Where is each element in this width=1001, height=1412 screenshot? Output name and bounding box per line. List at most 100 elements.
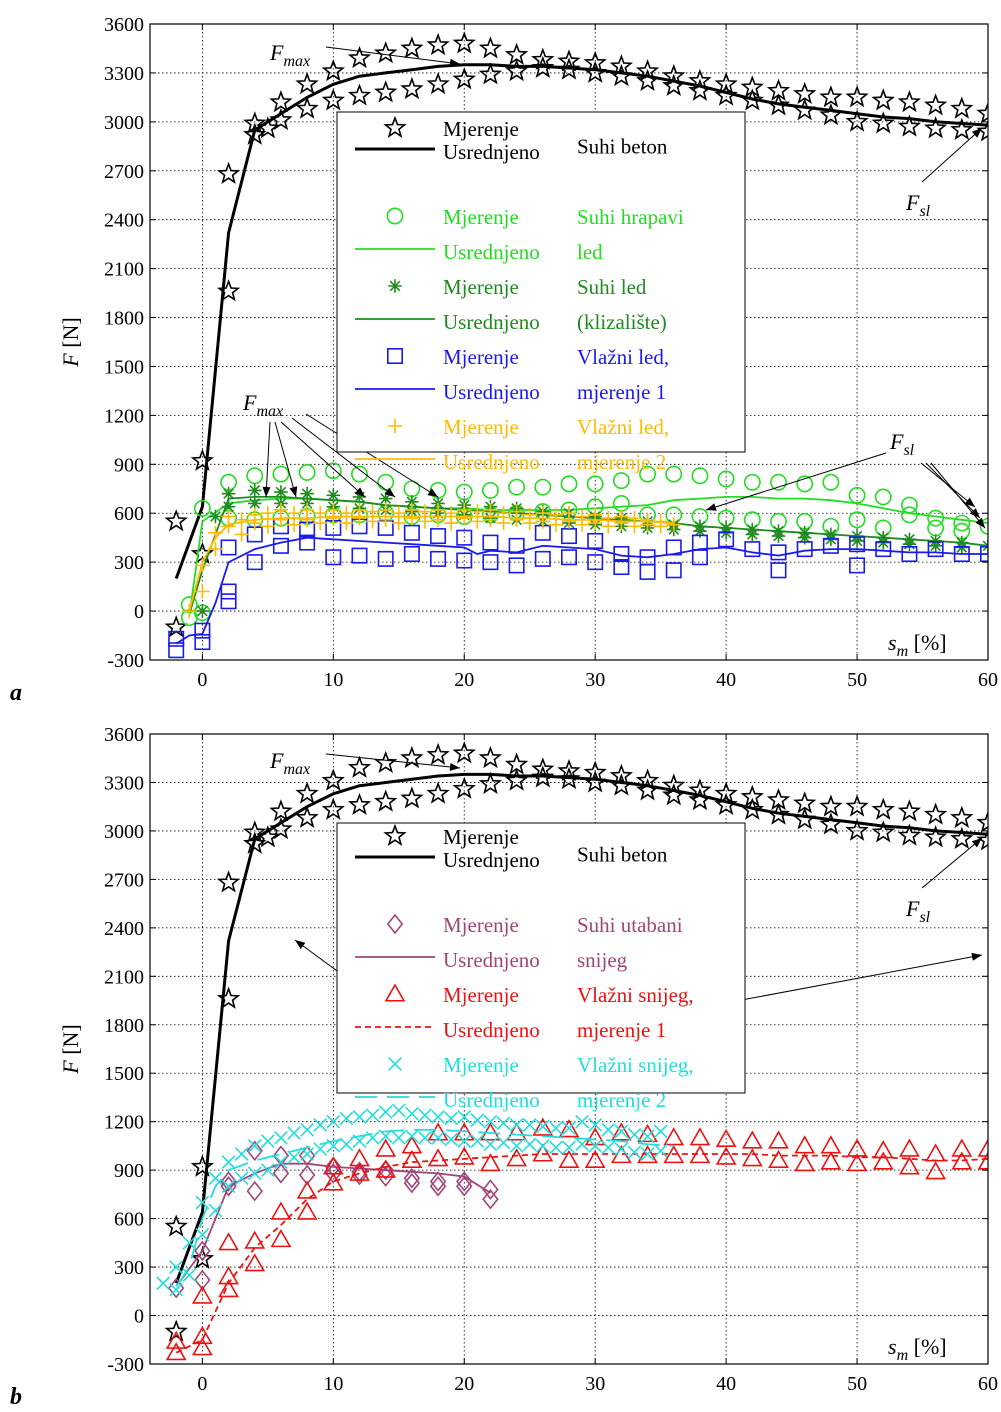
annotation-arrowhead [449, 763, 460, 771]
data-point [326, 488, 341, 503]
data-point [950, 117, 974, 140]
data-point [496, 1116, 511, 1131]
data-point [243, 111, 267, 134]
data-point [272, 1163, 290, 1184]
x-tick-label: 40 [716, 1373, 736, 1395]
annotation-label: Fmax [242, 390, 283, 420]
data-point [426, 742, 450, 765]
legend-surface-label: Suhi hrapavi [577, 205, 684, 229]
data-point [191, 1285, 213, 1304]
data-point [444, 1111, 459, 1126]
data-point [457, 1109, 472, 1124]
data-point [663, 1145, 685, 1164]
data-point [612, 472, 630, 490]
data-point [400, 786, 424, 809]
legend-marker [386, 207, 404, 225]
data-point [400, 745, 424, 769]
data-point [351, 547, 368, 564]
data-point [195, 604, 210, 618]
y-tick-label: 3000 [104, 821, 144, 843]
data-point [609, 54, 634, 77]
annotation-arrowhead [706, 503, 717, 511]
y-axis-label: F [N] [58, 317, 83, 368]
data-point [313, 1118, 328, 1132]
data-point [797, 530, 812, 545]
data-point [195, 1195, 210, 1210]
data-point [300, 486, 314, 501]
data-point [248, 483, 262, 498]
y-tick-label: 1200 [104, 405, 144, 427]
annotation-arrow [280, 421, 366, 498]
data-point [534, 478, 552, 496]
data-point [456, 552, 473, 569]
data-point [794, 1135, 816, 1154]
data-point [768, 1149, 789, 1169]
data-point [352, 1109, 367, 1124]
data-point [453, 1146, 475, 1165]
data-point [400, 76, 424, 100]
x-tick-label: 30 [585, 1373, 605, 1395]
data-point [274, 1155, 288, 1169]
data-point [609, 773, 634, 796]
data-point [874, 488, 892, 506]
data-point [640, 1147, 655, 1161]
data-point [269, 90, 293, 113]
data-point [871, 111, 895, 134]
data-point [339, 1111, 354, 1126]
legend-marker [383, 823, 407, 846]
data-point [194, 634, 211, 651]
data-point [665, 562, 682, 579]
data-point [531, 55, 555, 78]
annotation-arrowhead [971, 838, 982, 848]
data-point [522, 1118, 537, 1132]
data-point [365, 504, 380, 519]
data-point [663, 1127, 685, 1146]
legend-measure-label: Mjerenje [443, 983, 519, 1007]
data-point [244, 1253, 266, 1272]
data-point [561, 506, 577, 521]
data-point [900, 496, 918, 514]
data-point [845, 818, 869, 841]
data-point [637, 1145, 658, 1164]
legend-measure-label: Mjerenje [443, 117, 519, 141]
data-point [243, 122, 267, 145]
legend-average-label: Usrednjeno [443, 1018, 540, 1042]
data-point [405, 1129, 419, 1144]
data-point [819, 812, 843, 835]
data-point [313, 506, 328, 521]
data-point [444, 1132, 459, 1147]
data-point [770, 473, 787, 491]
series-line [175, 536, 988, 645]
data-point [549, 1121, 563, 1136]
chart-panel-a: -300030060090012001500180021002400270030… [10, 14, 998, 706]
data-point [976, 810, 988, 833]
annotation-arrowhead [427, 488, 438, 497]
data-point [377, 1166, 394, 1187]
data-point [950, 826, 974, 849]
data-point [218, 1232, 239, 1251]
data-point [635, 68, 660, 92]
data-point [478, 745, 503, 769]
annotation-arrow [705, 452, 887, 511]
legend-average-label: Usrednjeno [443, 380, 540, 404]
data-point [164, 1214, 188, 1237]
data-point [796, 475, 814, 493]
data-point [610, 1122, 632, 1141]
data-point [741, 1148, 763, 1167]
legend-measure-label: Mjerenje [443, 345, 519, 369]
data-point [296, 1201, 318, 1220]
data-point [951, 1138, 973, 1157]
data-point [418, 1108, 432, 1123]
data-point [300, 1122, 314, 1137]
data-point [246, 1180, 263, 1202]
data-point [378, 502, 393, 518]
data-point [375, 1138, 397, 1157]
data-point [452, 67, 476, 90]
data-point [365, 1130, 380, 1145]
data-point [321, 797, 345, 820]
legend-average-label: Usrednjeno [443, 848, 540, 872]
series-line [174, 63, 988, 580]
data-point [272, 537, 289, 554]
data-point [928, 539, 943, 553]
